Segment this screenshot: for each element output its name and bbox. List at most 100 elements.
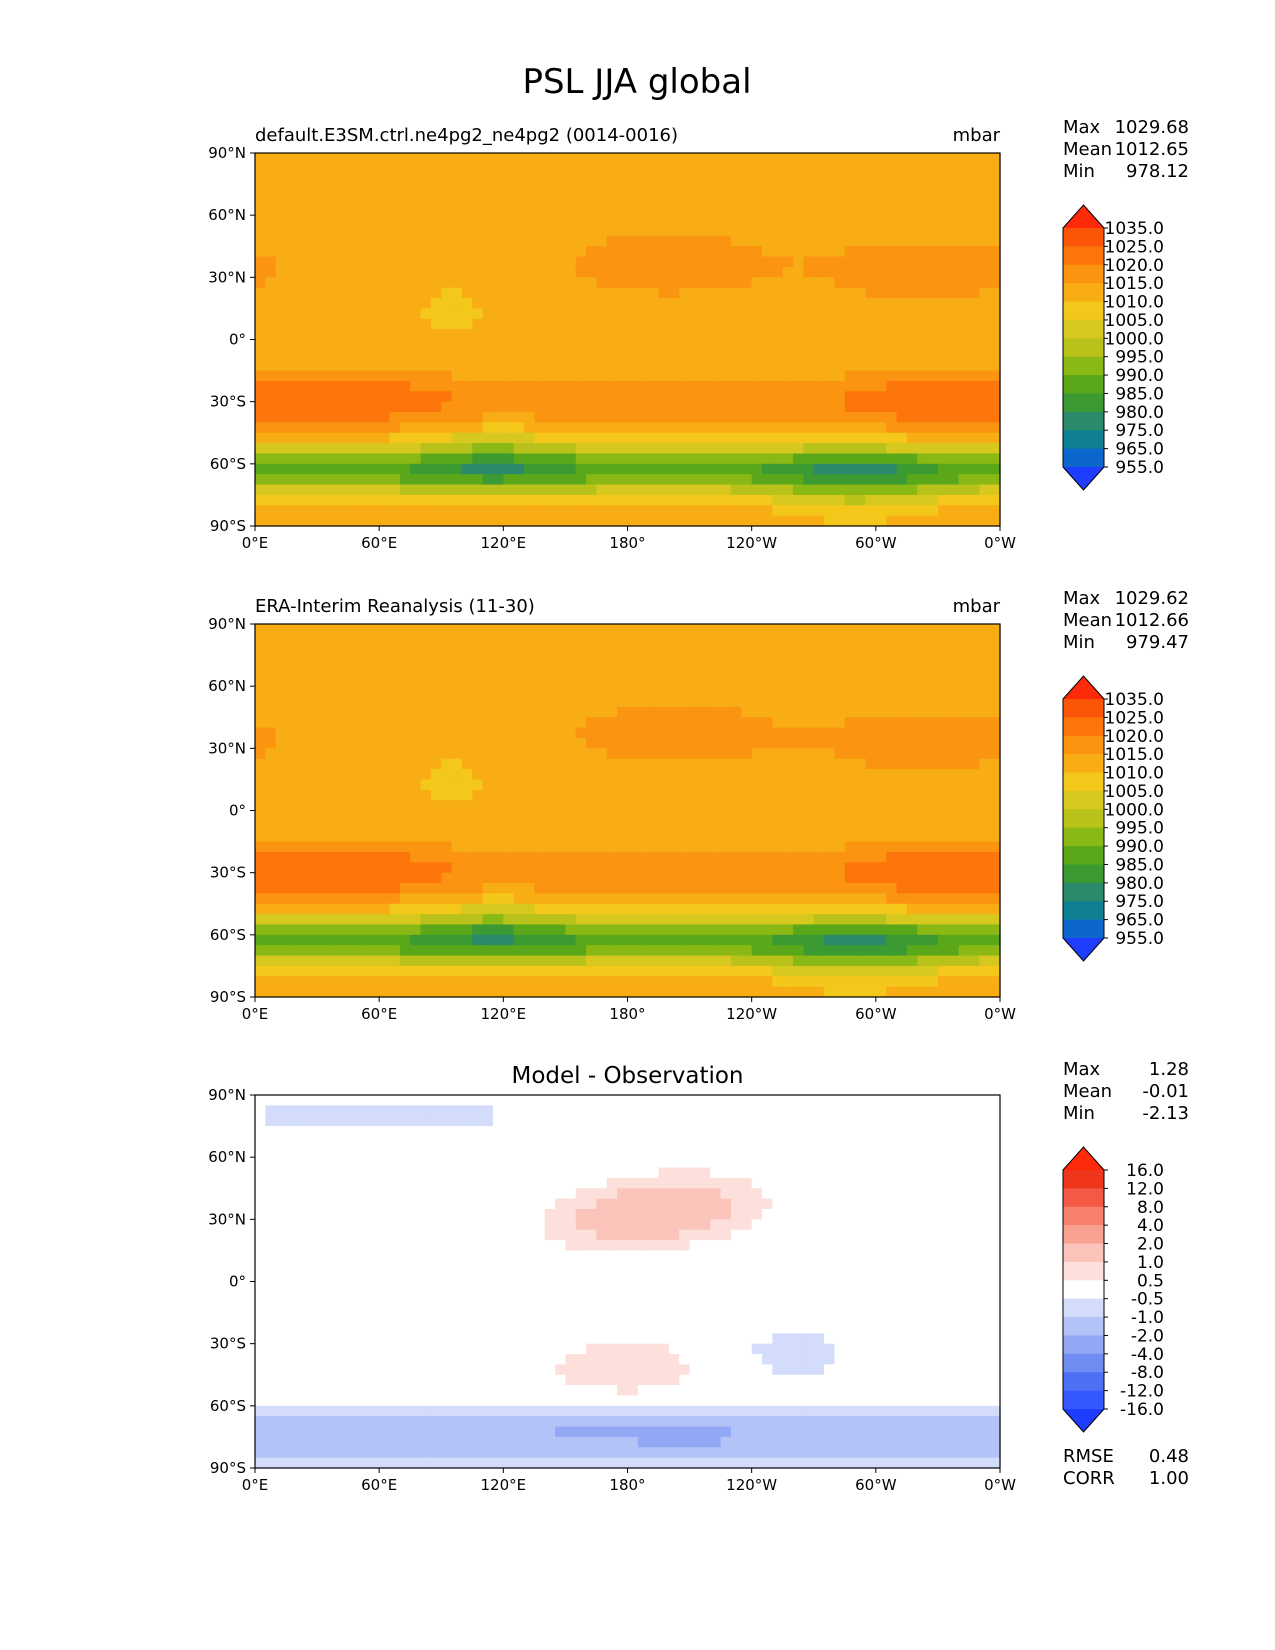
field-cell [875,443,887,455]
field-cell [803,717,815,729]
field-cell [834,391,846,403]
field-cell [513,624,525,635]
field-cell [627,339,639,351]
field-cell [358,872,370,884]
field-cell [834,204,846,216]
field-cell [896,505,908,517]
field-cell [906,789,918,801]
field-cell [544,515,556,527]
field-cell [503,505,515,517]
field-cell [482,779,494,791]
field-cell [627,624,639,635]
field-cell [451,349,463,361]
field-cell [513,800,525,812]
field-cell [730,339,742,351]
field-cell [368,893,380,905]
field-cell [689,769,701,781]
field-cell [337,318,349,330]
field-cell [586,246,598,258]
field-cell [968,945,980,957]
field-cell [410,717,422,729]
field-cell [255,370,266,382]
field-cell [503,634,515,646]
field-cell [596,675,608,687]
field-cell [317,851,329,863]
field-cell [368,624,380,635]
field-cell [451,505,463,517]
field-cell [720,308,732,320]
field-cell [803,872,815,884]
field-cell [399,696,411,708]
field-cell [565,432,577,444]
field-cell [534,945,546,957]
field-cell [844,277,856,289]
field-cell [762,401,773,413]
field-cell [917,225,929,237]
field-cell [555,432,567,444]
field-cell [824,883,836,894]
field-cell [875,173,887,185]
field-cell [958,298,970,310]
field-cell [896,862,908,874]
colorbar-bin [1063,228,1104,247]
field-cell [617,883,629,894]
field-cell [534,256,546,268]
field-cell [906,339,918,351]
field-cell [762,945,773,957]
field-cell [772,893,784,905]
field-cell [720,463,732,475]
field-cell [648,184,660,196]
field-cell [989,339,1001,351]
field-cell [255,924,266,936]
field-cell [420,862,432,874]
field-cell [958,494,970,506]
field-cell [255,225,266,237]
field-cell [441,727,453,739]
field-cell [399,924,411,936]
field-cell [865,204,877,216]
field-cell [534,893,546,905]
field-cell [389,380,401,392]
field-cell [306,903,318,915]
field-cell [296,225,308,237]
field-cell [751,717,763,729]
field-cell [286,800,297,812]
field-cell [720,872,732,884]
field-cell [503,727,515,739]
field-cell [296,883,308,894]
field-cell [544,494,556,506]
field-cell [865,779,877,791]
field-cell [306,737,318,749]
field-cell [482,862,494,874]
field-cell [927,748,939,760]
field-cell [399,163,411,175]
field-cell [379,422,391,434]
field-cell [296,277,308,289]
field-cell [368,453,380,465]
field-cell [979,800,991,812]
field-cell [813,360,825,372]
field-cell [296,173,308,185]
field-cell [917,737,929,749]
field-cell [679,401,691,413]
field-cell [927,665,939,677]
field-cell [668,484,680,496]
field-cell [875,318,887,330]
field-cell [430,779,442,791]
colorbar-bin [1063,319,1104,339]
field-cell [441,287,453,299]
field-cell [565,246,577,258]
field-cell [492,163,504,175]
field-cell [948,215,960,227]
field-cell [751,686,763,698]
field-cell [679,163,691,175]
field-cell [824,862,836,874]
field-cell [741,215,753,227]
field-cell [606,779,618,791]
field-cell [772,391,784,403]
field-cell [772,225,784,237]
field-cell [906,391,918,403]
field-cell [555,153,567,164]
field-cell [348,706,360,718]
field-cell [906,851,918,863]
